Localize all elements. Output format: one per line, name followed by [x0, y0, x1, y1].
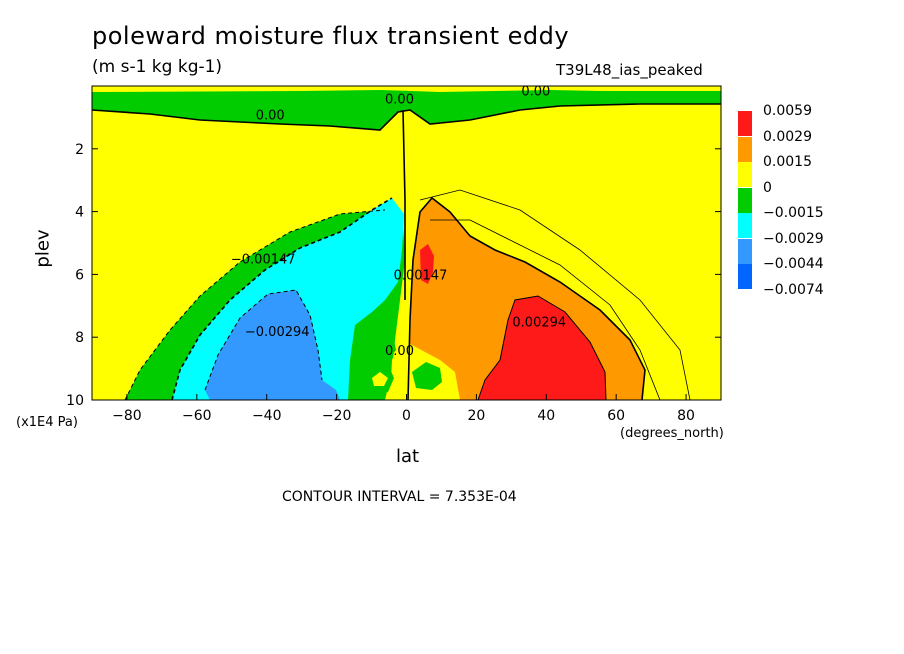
plot-area — [92, 86, 721, 400]
contour-label: 0.00 — [385, 344, 414, 359]
colorbar-swatch — [738, 111, 752, 136]
x-axis: −80 −60 −40 −20 0 20 40 60 80 — [112, 394, 695, 424]
x-tick-label: −40 — [252, 408, 282, 424]
x-axis-label: lat — [396, 446, 420, 467]
x-tick-label: 80 — [677, 408, 695, 424]
contour-labels: 0.00 0.00 0.00 −0.00147 −0.00294 0.00 0.00147 0… — [231, 85, 566, 359]
y-tick-label: 10 — [66, 393, 84, 409]
contour-lines — [92, 103, 721, 400]
x-tick-label: −20 — [322, 408, 352, 424]
chart-title: poleward moisture flux transient eddy — [92, 22, 570, 50]
colorbar-label: 0.0015 — [763, 154, 812, 170]
colorbar-label: 0.0059 — [763, 103, 812, 119]
colorbar-label: 0 — [763, 179, 772, 196]
colorbar-label: −0.0029 — [763, 230, 824, 247]
region-green-eq-right — [412, 362, 442, 390]
x-tick-label: 60 — [607, 408, 625, 424]
region-top-green — [92, 86, 721, 130]
x-tick-label: −80 — [112, 408, 142, 424]
x-tick-label: −60 — [182, 408, 212, 424]
contour-label: 0.00294 — [512, 316, 566, 331]
y-axis-label: plev — [32, 229, 54, 268]
colorbar-label: −0.0074 — [763, 281, 824, 298]
dataset-name: T39L48_ias_peaked — [556, 61, 703, 79]
colorbar-swatch — [738, 187, 752, 213]
region-green-eq-mid — [372, 320, 396, 360]
contour-label: 0.00147 — [394, 268, 448, 283]
region-red-nh — [478, 296, 606, 400]
colorbar-swatch — [738, 264, 752, 289]
region-top-yellow-cap — [92, 86, 721, 92]
y-tick-label: 8 — [75, 330, 84, 346]
colorbar-swatch — [738, 136, 752, 162]
chart-units: (m s-1 kg kg-1) — [92, 57, 223, 77]
colorbar-label: 0.0029 — [763, 128, 812, 145]
colorbar-label: −0.0044 — [763, 256, 824, 272]
y-axis: 2 4 6 8 10 — [66, 142, 721, 409]
colorbar-label: −0.0015 — [763, 205, 824, 221]
contour-label: 0.00 — [385, 93, 414, 108]
x-tick-label: 40 — [537, 408, 555, 424]
colorbar-swatch — [738, 238, 752, 264]
x-axis-units: (degrees_north) — [620, 426, 724, 441]
colorbar-swatch — [738, 213, 752, 238]
x-tick-label: 0 — [402, 408, 411, 424]
contour-label: −0.00294 — [245, 325, 310, 340]
contour-interval: CONTOUR INTERVAL = 7.353E-04 — [282, 489, 517, 505]
y-tick-label: 2 — [75, 142, 84, 158]
y-tick-label: 6 — [75, 267, 84, 283]
colorbar-swatch — [738, 162, 752, 187]
region-red-eq — [420, 244, 434, 284]
contour-label: 0.00 — [521, 85, 550, 100]
contour-label: 0.00 — [256, 108, 285, 123]
x-tick-label: 20 — [467, 408, 485, 424]
region-yellow-eq-dot — [372, 372, 388, 386]
region-blue-sh — [205, 290, 340, 400]
contour-label: −0.00147 — [231, 253, 296, 268]
y-axis-units: (x1E4 Pa) — [16, 415, 78, 430]
y-tick-label: 4 — [75, 205, 84, 221]
